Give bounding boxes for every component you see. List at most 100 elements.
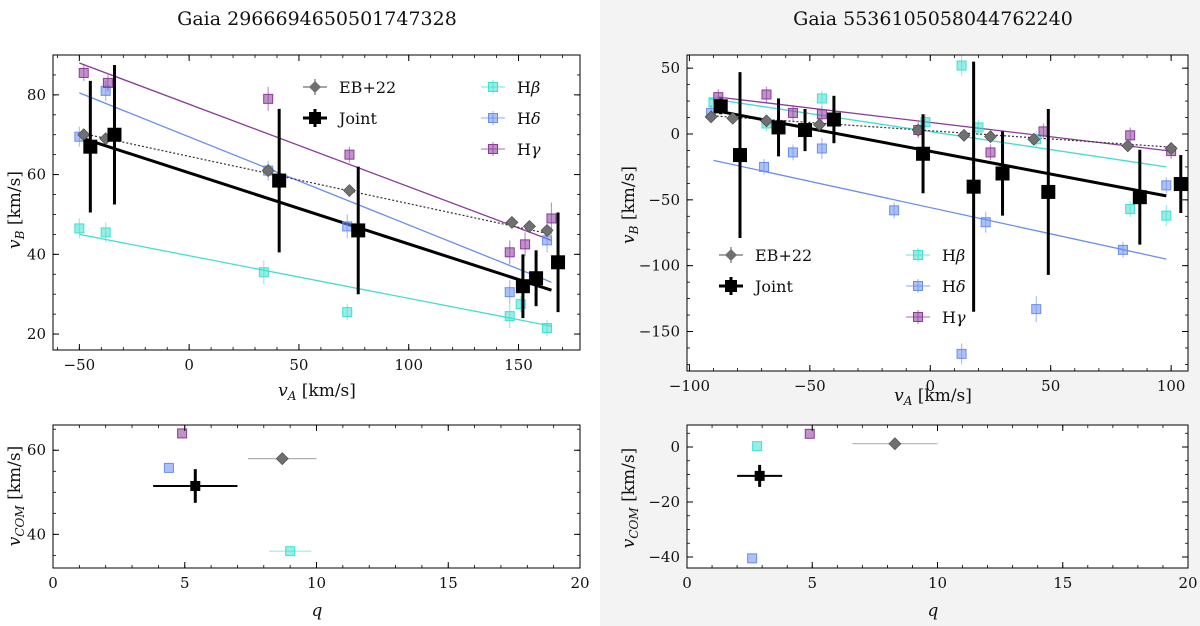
joint-point <box>272 108 287 253</box>
ticks: 0 5 10 15 20 0 −20 −40 <box>648 425 1198 592</box>
hdelta-marker <box>759 161 770 172</box>
joint-marker <box>995 166 1010 181</box>
legend-hgamma-marker <box>913 312 923 322</box>
eb22-marker <box>343 184 356 197</box>
left-com-panel: 0 5 10 15 20 40 60 <box>27 424 590 592</box>
hgamma-marker <box>804 428 815 439</box>
eb22-point <box>957 128 971 142</box>
y-tick-label: 60 <box>27 166 46 184</box>
joint-marker <box>272 173 287 188</box>
hbeta-marker <box>74 223 85 234</box>
eb22-marker <box>523 219 536 233</box>
y-tick-label: 80 <box>27 86 46 104</box>
axes-frame <box>52 54 581 351</box>
plot-content <box>704 55 1188 365</box>
right-velocity-panel: −100 −50 0 50 100 50 0 −50 −100 −150 <box>639 54 1189 395</box>
joint-marker <box>190 480 201 491</box>
hgamma-point <box>263 86 274 111</box>
hgamma-marker <box>504 247 515 258</box>
eb22-marker <box>704 110 718 124</box>
hgamma-point <box>804 428 815 439</box>
hdelta-point <box>1031 295 1042 323</box>
joint-marker <box>826 112 841 127</box>
hgamma-point <box>816 106 827 123</box>
left-top-ylabel: vB [km/s] <box>5 171 27 249</box>
left-top-xlabel: vA [km/s] <box>278 381 356 403</box>
hbeta-point <box>74 218 85 239</box>
x-tick-label: −100 <box>669 377 710 395</box>
eb22-marker <box>505 216 519 229</box>
hdelta-point <box>1117 241 1128 258</box>
hbeta-marker <box>816 93 827 104</box>
hdelta-point <box>1161 177 1172 194</box>
hgamma-marker <box>177 428 188 439</box>
svg-text:q: q <box>312 601 323 621</box>
legend-eb22-marker <box>725 249 737 261</box>
x-tick-label: 0 <box>682 574 692 592</box>
legend-hgamma-label: Hγ <box>942 308 966 327</box>
x-tick-label: 100 <box>1157 377 1186 395</box>
hgamma-point <box>1125 127 1136 144</box>
joint-point <box>107 64 122 205</box>
hgamma-marker <box>787 107 798 118</box>
joint-marker <box>351 223 366 238</box>
hgamma-marker <box>78 67 89 78</box>
hbeta-point <box>342 304 353 321</box>
joint-fit-line <box>713 108 1167 198</box>
joint-point <box>826 95 841 144</box>
legend-eb22-label: EB+22 <box>339 78 396 97</box>
hgamma-point <box>177 428 188 439</box>
y-tick-label: −20 <box>648 493 680 511</box>
hbeta-point <box>504 304 515 329</box>
eb22-marker <box>984 130 997 144</box>
left-velocity-panel: −50 0 50 100 150 20 40 60 80 <box>27 54 581 374</box>
joint-marker <box>551 255 566 270</box>
hbeta-marker <box>973 122 984 133</box>
legend-hgamma-marker <box>488 144 498 154</box>
joint-marker <box>529 271 544 286</box>
hgamma-point <box>520 232 531 257</box>
joint-marker <box>515 279 530 294</box>
hbeta-marker <box>285 546 296 557</box>
eb22-marker <box>760 114 773 128</box>
hgamma-point <box>102 74 113 91</box>
hdelta-marker <box>163 462 174 473</box>
hbeta-point <box>542 320 553 337</box>
plot-content <box>737 428 938 564</box>
hbeta-marker <box>342 307 353 318</box>
x-tick-label: 15 <box>1053 574 1072 592</box>
hbeta-point <box>1161 205 1172 227</box>
legend-eb22-label: EB+22 <box>755 246 812 265</box>
x-tick-label: 100 <box>394 356 423 374</box>
x-tick-label: 0 <box>48 574 58 592</box>
ticks: 0 5 10 15 20 40 60 <box>27 425 590 592</box>
hbeta-point <box>920 114 931 131</box>
hbeta-marker <box>504 311 515 322</box>
eb22-point <box>343 184 356 197</box>
hgamma-marker <box>344 149 355 160</box>
hdelta-marker <box>747 553 758 564</box>
joint-marker <box>916 146 931 161</box>
eb22-point <box>760 114 773 128</box>
x-tick-label: 50 <box>289 356 308 374</box>
hbeta-point <box>269 546 312 557</box>
hdelta-point <box>163 462 174 473</box>
svg-text:vA [km/s]: vA [km/s] <box>278 381 356 403</box>
joint-marker <box>713 99 728 114</box>
hdelta-point <box>759 159 770 175</box>
legend-eb22-marker <box>309 81 321 93</box>
svg-text:vCOM [km/s]: vCOM [km/s] <box>619 448 641 548</box>
hbeta-point <box>1125 201 1136 217</box>
hbeta-point <box>956 55 967 77</box>
plot-content <box>74 62 566 337</box>
eb22-marker <box>813 118 826 132</box>
hdelta-marker <box>1161 180 1172 191</box>
eb22-marker <box>957 128 971 142</box>
hdelta-marker <box>787 147 798 158</box>
joint-marker <box>1132 190 1147 205</box>
eb22-fit-line <box>708 114 1172 148</box>
ticks: −50 0 50 100 150 20 40 60 80 <box>27 54 580 374</box>
hgamma-point <box>787 105 798 121</box>
hdelta-marker <box>342 221 353 232</box>
hbeta-marker <box>1161 210 1172 221</box>
